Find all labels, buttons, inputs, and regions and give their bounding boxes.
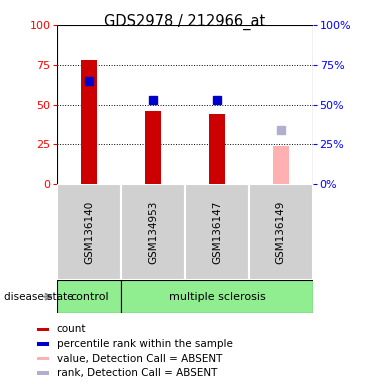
Text: GSM136149: GSM136149 bbox=[276, 200, 286, 264]
Bar bbox=[37, 328, 49, 331]
Bar bbox=[37, 342, 49, 346]
Bar bbox=[209, 114, 225, 184]
Text: value, Detection Call = ABSENT: value, Detection Call = ABSENT bbox=[57, 354, 222, 364]
Bar bbox=[185, 184, 249, 280]
Bar bbox=[37, 371, 49, 375]
Text: count: count bbox=[57, 324, 86, 334]
Bar bbox=[121, 280, 313, 313]
Bar bbox=[273, 146, 289, 184]
Text: disease state: disease state bbox=[4, 291, 73, 302]
Bar bbox=[145, 111, 161, 184]
Text: GDS2978 / 212966_at: GDS2978 / 212966_at bbox=[104, 13, 266, 30]
Text: GSM134953: GSM134953 bbox=[148, 200, 158, 264]
Text: multiple sclerosis: multiple sclerosis bbox=[169, 291, 265, 302]
Bar bbox=[57, 280, 121, 313]
Text: rank, Detection Call = ABSENT: rank, Detection Call = ABSENT bbox=[57, 368, 217, 378]
Bar bbox=[81, 60, 97, 184]
Bar bbox=[57, 184, 121, 280]
Text: GSM136147: GSM136147 bbox=[212, 200, 222, 264]
Text: percentile rank within the sample: percentile rank within the sample bbox=[57, 339, 232, 349]
Bar bbox=[249, 184, 313, 280]
Bar bbox=[121, 184, 185, 280]
Text: control: control bbox=[70, 291, 108, 302]
Bar bbox=[37, 357, 49, 360]
Text: GSM136140: GSM136140 bbox=[84, 201, 94, 264]
